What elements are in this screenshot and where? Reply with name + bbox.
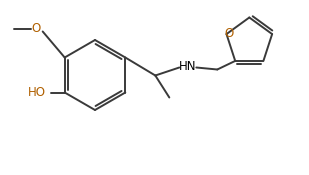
Text: O: O (31, 22, 40, 35)
Text: O: O (225, 27, 234, 40)
Text: HN: HN (179, 60, 196, 73)
Text: HO: HO (28, 86, 46, 99)
